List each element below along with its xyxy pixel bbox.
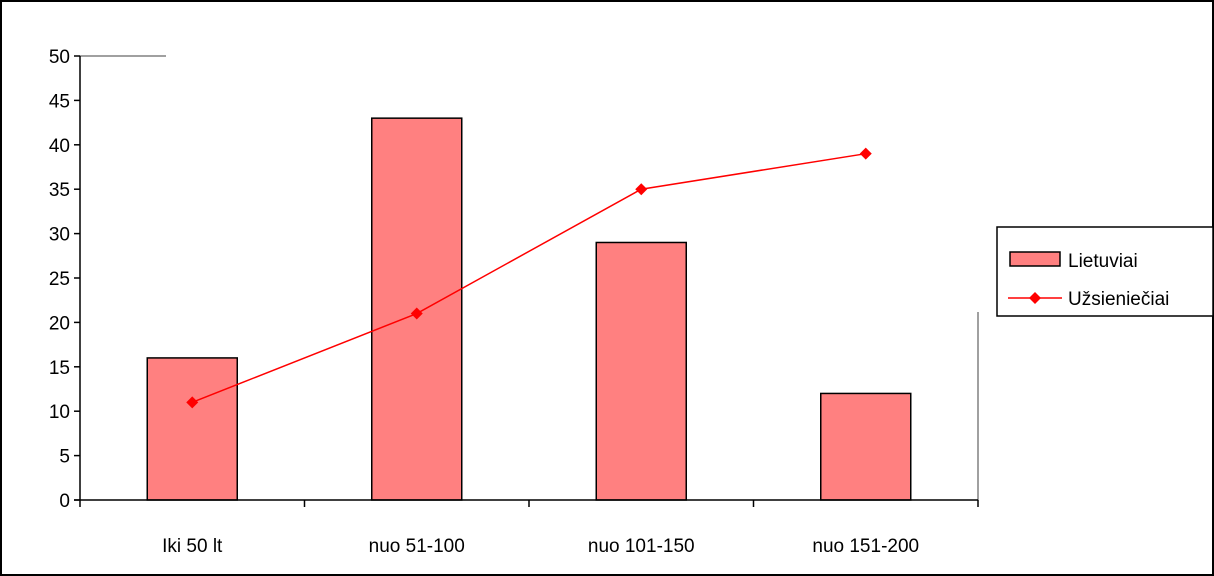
legend-label-lietuviai: Lietuviai [1068,251,1138,272]
line-point-marker [859,147,872,160]
y-tick-label: 30 [49,225,70,246]
bars-layer [146,117,912,501]
bar [820,392,912,501]
series-line-uzsienieciai [191,152,866,404]
bar [146,357,238,501]
y-tick-label: 35 [49,180,70,201]
legend-marker-uzsienieciai [1029,292,1041,304]
line-point-marker [410,307,423,320]
y-tick-label: 15 [49,358,70,379]
line-point-marker [635,183,648,196]
y-tick-label: 25 [49,269,70,290]
y-tick-label: 50 [49,47,70,68]
x-category-label: nuo 151-200 [812,536,919,557]
y-tick-label: 0 [59,491,70,512]
y-tick-label: 45 [49,91,70,112]
y-tick-label: 10 [49,402,70,423]
legend: Lietuviai Užsieniečiai [996,226,1214,317]
y-tick-label: 40 [49,136,70,157]
legend-swatch-lietuviai [1009,251,1061,267]
line-layer [186,147,872,409]
x-category-label: nuo 51-100 [369,536,465,557]
x-category-label: nuo 101-150 [588,536,695,557]
line-point-marker [186,396,199,409]
axes-layer: 0 5 10 15 20 25 30 35 40 45 50 Iki 50 lt nuo 51-100 n… [49,47,979,557]
x-category-label: Iki 50 lt [162,536,223,557]
legend-label-uzsienieciai: Užsieniečiai [1068,289,1169,310]
y-tick-label: 5 [59,447,70,468]
y-tick-label: 20 [49,313,70,334]
bar [595,241,687,501]
